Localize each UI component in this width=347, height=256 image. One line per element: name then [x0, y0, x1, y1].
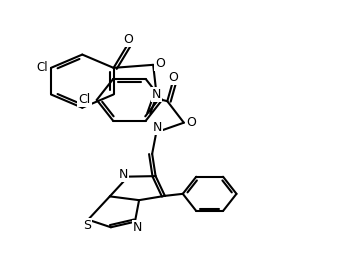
Text: O: O	[155, 57, 165, 70]
Text: O: O	[186, 116, 196, 129]
Text: S: S	[83, 219, 92, 232]
Text: O: O	[168, 71, 178, 84]
Text: Cl: Cl	[36, 61, 48, 74]
Text: N: N	[119, 168, 128, 181]
Text: Cl: Cl	[78, 93, 91, 106]
Text: O: O	[123, 33, 133, 46]
Text: N: N	[152, 88, 161, 101]
Text: N: N	[133, 221, 142, 234]
Text: N: N	[153, 121, 162, 134]
